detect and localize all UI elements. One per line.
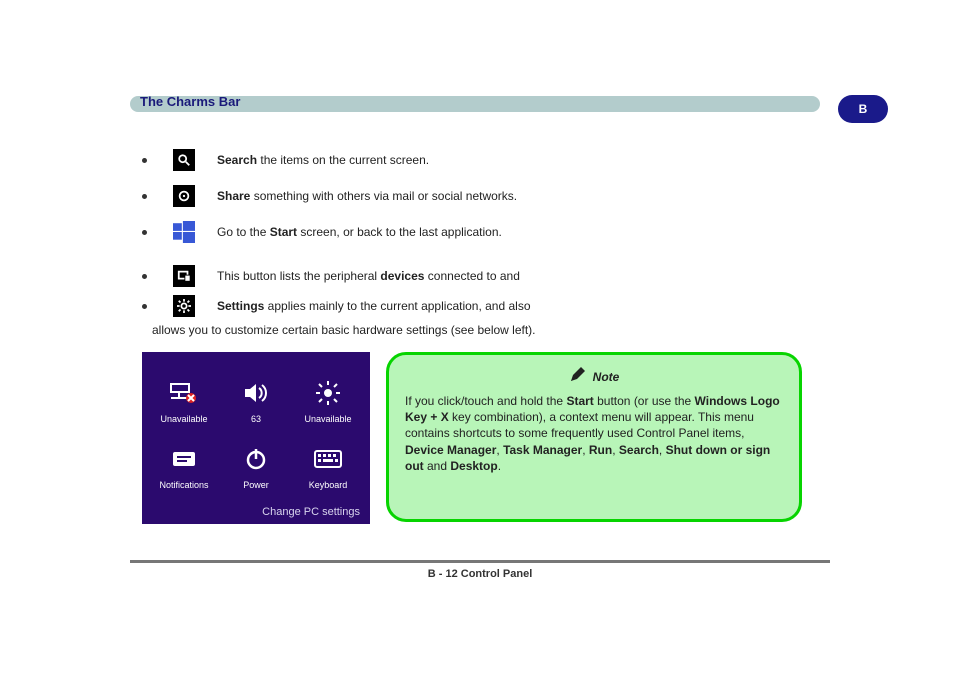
charm-row-devices: This button lists the peripheral devices…: [142, 263, 782, 289]
header-title: The Charms Bar: [140, 94, 240, 109]
charms-list: Search the items on the current screen. …: [142, 147, 782, 337]
charm-settings-subtext: allows you to customize certain basic ha…: [142, 323, 782, 337]
footer-rule: [130, 560, 830, 563]
settings-panel: Unavailable 63: [142, 352, 370, 524]
note-header: Note: [405, 369, 783, 385]
charm-label-search: Search the items on the current screen.: [217, 153, 429, 167]
charm-label-share: Share something with others via mail or …: [217, 189, 517, 203]
keyboard-icon: [314, 444, 342, 474]
note-box: Note If you click/touch and hold the Sta…: [386, 352, 802, 522]
settings-tile-volume[interactable]: 63: [220, 362, 292, 424]
settings-tile-notifications[interactable]: Notifications: [148, 428, 220, 490]
search-icon: [173, 149, 195, 171]
settings-tile-label: Keyboard: [309, 480, 348, 490]
settings-tile-label: 63: [251, 414, 261, 424]
settings-tile-network[interactable]: Unavailable: [148, 362, 220, 424]
settings-icon: [173, 295, 195, 317]
pencil-icon: [569, 367, 585, 383]
settings-tile-keyboard[interactable]: Keyboard: [292, 428, 364, 490]
network-icon: [169, 378, 199, 408]
notifications-icon: [171, 444, 197, 474]
charm-row-share: Share something with others via mail or …: [142, 183, 782, 209]
settings-grid: Unavailable 63: [142, 352, 370, 490]
footer-text: B - 12 Control Panel: [130, 568, 830, 580]
charm-row-settings: Settings applies mainly to the current a…: [142, 293, 782, 319]
settings-tile-label: Unavailable: [304, 414, 351, 424]
volume-icon: [243, 378, 269, 408]
bullet-icon: [142, 274, 147, 279]
charm-label-settings: Settings applies mainly to the current a…: [217, 299, 531, 313]
section-badge-text: B: [859, 103, 868, 115]
settings-tile-label: Notifications: [159, 480, 208, 490]
share-icon: [173, 185, 195, 207]
power-icon: [244, 444, 268, 474]
bullet-icon: [142, 304, 147, 309]
note-title: Note: [593, 370, 620, 384]
devices-icon: [173, 265, 195, 287]
charm-label-devices: This button lists the peripheral devices…: [217, 269, 520, 283]
charm-row-start: Go to the Start screen, or back to the l…: [142, 219, 782, 245]
charm-label-start: Go to the Start screen, or back to the l…: [217, 225, 502, 239]
bullet-icon: [142, 158, 147, 163]
settings-tile-label: Power: [243, 480, 269, 490]
brightness-icon: [315, 378, 341, 408]
change-pc-settings-link[interactable]: Change PC settings: [262, 506, 360, 518]
bullet-icon: [142, 230, 147, 235]
settings-tile-power[interactable]: Power: [220, 428, 292, 490]
start-icon: [173, 221, 195, 243]
settings-tile-brightness[interactable]: Unavailable: [292, 362, 364, 424]
settings-tile-label: Unavailable: [160, 414, 207, 424]
section-badge: B: [838, 95, 888, 123]
bullet-icon: [142, 194, 147, 199]
note-body: If you click/touch and hold the Start bu…: [405, 393, 783, 474]
charm-row-search: Search the items on the current screen.: [142, 147, 782, 173]
